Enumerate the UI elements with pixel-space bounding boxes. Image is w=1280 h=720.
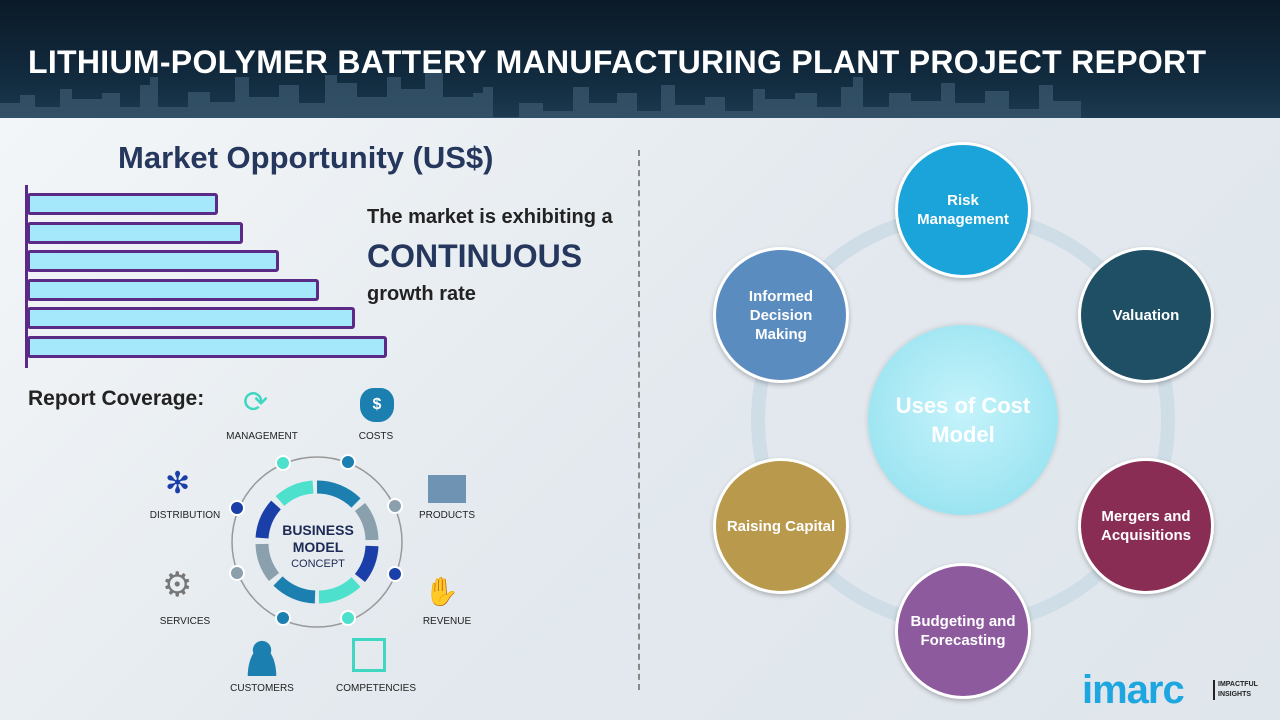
- coverage-competencies: COMPETENCIES: [335, 683, 416, 694]
- coverage-revenue: REVENUE: [422, 616, 472, 627]
- page-title: LITHIUM-POLYMER BATTERY MANUFACTURING PL…: [28, 44, 1207, 80]
- divider: [638, 150, 640, 690]
- market-bar: [27, 307, 355, 329]
- report-coverage-title: Report Coverage:: [28, 387, 205, 410]
- coverage-products: PRODUCTS: [418, 510, 476, 521]
- coverage-management: MANAGEMENT: [226, 431, 298, 442]
- cost-model-node: Informed Decision Making: [713, 247, 849, 383]
- market-bar: [27, 335, 387, 358]
- background: [0, 118, 1280, 720]
- market-bar: [27, 278, 319, 301]
- logo-tagline: IMPACTFUL INSIGHTS: [1213, 680, 1261, 700]
- cost-model-node: Valuation: [1078, 247, 1214, 383]
- business-model-subtitle: CONCEPT: [291, 558, 345, 570]
- business-model-title-text: BUSINESS MODEL: [282, 522, 354, 555]
- market-bar: [27, 193, 218, 215]
- header-banner: LITHIUM-POLYMER BATTERY MANUFACTURING PL…: [0, 0, 1280, 118]
- market-bar: [27, 221, 243, 244]
- cost-model-node: Mergers and Acquisitions: [1078, 458, 1214, 594]
- market-text-line3: growth rate: [367, 283, 476, 305]
- cost-model-center: Uses of Cost Model: [868, 325, 1058, 515]
- revenue-icon: ✋: [424, 576, 459, 607]
- distribution-icon: ✻: [165, 467, 191, 500]
- market-text-line1: The market is exhibiting a: [367, 206, 613, 228]
- market-text-emphasis: CONTINUOUS: [367, 238, 583, 274]
- coverage-services: SERVICES: [159, 616, 211, 627]
- business-model-ring: [229, 454, 403, 628]
- coverage-costs: COSTS: [358, 431, 394, 442]
- cost-model-node: Raising Capital: [713, 458, 849, 594]
- bar-axis: [25, 185, 28, 368]
- city-skyline-graphic: [0, 73, 1081, 118]
- market-bar: [27, 250, 279, 272]
- cost-model-node: Risk Management: [895, 142, 1031, 278]
- products-icon: [428, 475, 466, 503]
- coverage-customers: CUSTOMERS: [230, 683, 294, 694]
- services-icon: ⚙: [162, 566, 193, 604]
- coverage-distribution: DISTRIBUTION: [149, 510, 221, 521]
- market-opportunity-title: Market Opportunity (US$): [118, 140, 494, 175]
- business-model-center: BUSINESS MODEL CONCEPT: [258, 522, 378, 573]
- imarc-logo: imarc: [1082, 668, 1185, 712]
- management-icon: ⟳: [243, 386, 269, 419]
- competencies-icon: [352, 638, 386, 672]
- customers-icon: [244, 640, 280, 676]
- cost-model-node: Budgeting and Forecasting: [895, 563, 1031, 699]
- costs-icon: $: [360, 388, 394, 422]
